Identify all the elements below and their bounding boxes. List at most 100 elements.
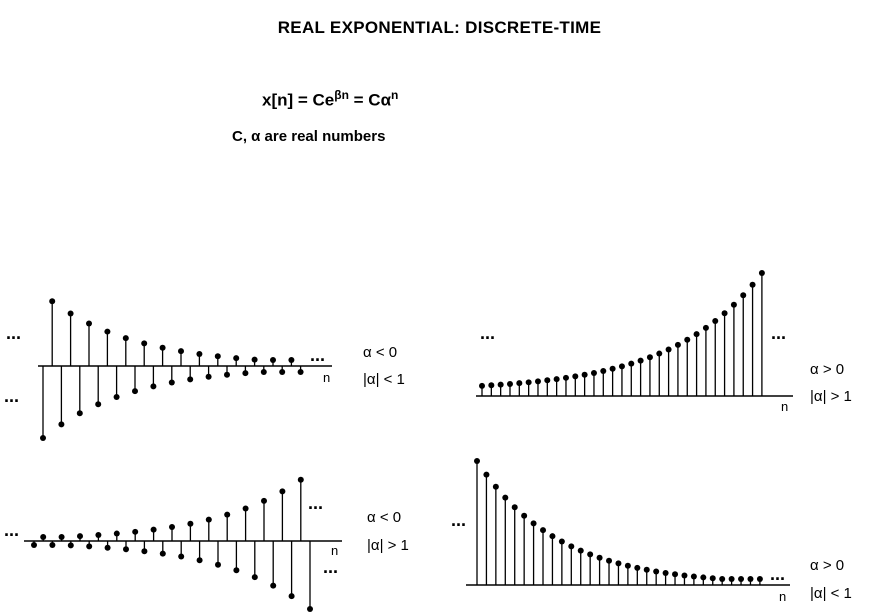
stem-sample-dot xyxy=(49,542,56,548)
stem-sample-dot xyxy=(506,380,513,387)
stem-sample-dot xyxy=(662,569,669,576)
diagram-title: REAL EXPONENTIAL: DISCRETE-TIME xyxy=(277,18,602,37)
condition-alpha-sign: α < 0 xyxy=(367,509,401,526)
ellipsis-left: ... xyxy=(480,323,495,343)
stem-sample-dot xyxy=(113,393,120,400)
stem-sample-dot xyxy=(233,355,240,362)
stem-sample-dot xyxy=(534,378,541,385)
stem-sample-dot xyxy=(653,568,660,575)
stem-sample-dot xyxy=(596,554,603,561)
axis-label-n: n xyxy=(323,370,330,385)
stem-sample-dot xyxy=(169,523,175,530)
stem-sample-dot xyxy=(242,505,249,512)
stem-sample-dot xyxy=(709,575,716,582)
stem-sample-dot xyxy=(260,369,267,375)
stem-sample-dot xyxy=(606,557,613,564)
stem-samples xyxy=(40,298,304,441)
stem-sample-dot xyxy=(540,527,547,534)
stem-sample-dot xyxy=(288,593,295,600)
stem-sample-dot xyxy=(178,553,185,560)
stem-sample-dot xyxy=(132,528,139,535)
stem-sample-dot xyxy=(297,476,304,483)
stem-sample-dot xyxy=(205,516,212,523)
stem-sample-dot xyxy=(730,301,737,308)
stem-sample-dot xyxy=(562,374,569,381)
stem-sample-dot xyxy=(187,520,194,527)
axis-label-n: n xyxy=(331,543,338,558)
stem-sample-dot xyxy=(233,567,240,574)
stem-sample-dot xyxy=(521,512,528,519)
stem-sample-dot xyxy=(758,270,765,276)
stem-sample-dot xyxy=(549,533,556,540)
stem-sample-dot xyxy=(123,546,129,553)
stem-sample-dot xyxy=(728,576,735,582)
ellipsis-right: ... xyxy=(770,564,785,584)
stem-sample-dot xyxy=(568,543,575,550)
stem-sample-dot xyxy=(693,331,700,338)
stem-sample-dot xyxy=(279,369,286,375)
stem-sample-dot xyxy=(104,328,111,335)
stem-sample-dot xyxy=(196,350,203,357)
stem-sample-dot xyxy=(590,369,597,376)
stem-sample-dot xyxy=(719,576,726,582)
stem-sample-dot xyxy=(684,336,691,343)
stem-sample-dot xyxy=(196,557,203,564)
ellipsis-upper-right: ... xyxy=(308,493,323,513)
stem-sample-dot xyxy=(214,353,221,360)
stem-sample-dot xyxy=(516,380,523,387)
stem-sample-dot xyxy=(690,573,697,580)
stem-sample-dot xyxy=(242,370,249,377)
stem-sample-dot xyxy=(656,350,663,357)
stem-sample-dot xyxy=(122,335,129,342)
panel-alt-decay: ... ... ... n α < 0 |α| < 1 xyxy=(4,298,405,441)
stem-sample-dot xyxy=(646,354,653,361)
stem-sample-dot xyxy=(261,497,267,504)
stem-sample-dot xyxy=(31,542,37,548)
formula-exponent-beta: βn xyxy=(334,88,349,102)
condition-alpha-magnitude: |α| > 1 xyxy=(367,537,409,554)
stem-sample-dot xyxy=(168,379,175,386)
stem-sample-dot xyxy=(681,572,688,579)
stem-sample-dot xyxy=(159,344,166,351)
stem-sample-dot xyxy=(530,520,537,527)
stem-sample-dot xyxy=(740,292,747,299)
stem-sample-dot xyxy=(747,576,754,582)
stem-sample-dot xyxy=(749,281,756,288)
ellipsis-lower-left: ... xyxy=(4,386,19,406)
stem-sample-dot xyxy=(159,550,166,557)
stem-sample-dot xyxy=(700,574,707,581)
stem-sample-dot xyxy=(483,471,490,478)
stem-sample-dot xyxy=(297,369,304,375)
stem-sample-dot xyxy=(178,348,184,355)
axis-label-n: n xyxy=(781,399,788,414)
stem-sample-dot xyxy=(40,534,47,540)
stem-sample-dot xyxy=(637,357,644,364)
stem-sample-dot xyxy=(712,317,719,324)
stem-sample-dot xyxy=(67,542,74,549)
stem-sample-dot xyxy=(77,533,83,540)
stem-sample-dot xyxy=(58,534,65,540)
stem-sample-dot xyxy=(553,376,560,383)
real-numbers-note: C, α are real numbers xyxy=(232,128,386,145)
ellipsis-upper-left: ... xyxy=(6,323,21,343)
ellipsis-left: ... xyxy=(4,520,19,540)
stem-sample-dot xyxy=(224,511,231,518)
stem-sample-dot xyxy=(502,494,509,501)
stem-sample-dot xyxy=(511,504,518,511)
stem-sample-dot xyxy=(95,531,102,538)
stem-sample-dot xyxy=(288,357,295,363)
stem-sample-dot xyxy=(279,488,286,495)
stem-sample-dot xyxy=(86,320,92,327)
stem-sample-dot xyxy=(270,582,277,589)
stem-sample-dot xyxy=(643,566,650,573)
stem-sample-dot xyxy=(76,410,83,417)
stem-sample-dot xyxy=(702,324,709,331)
ellipsis-right: ... xyxy=(310,345,325,365)
stem-sample-dot xyxy=(40,435,46,441)
stem-sample-dot xyxy=(497,381,504,388)
panel-growth: ... ... n α > 0 |α| > 1 xyxy=(476,270,852,414)
stem-sample-dot xyxy=(58,421,65,428)
stem-sample-dot xyxy=(251,356,258,363)
stem-sample-dot xyxy=(205,373,212,380)
stem-sample-dot xyxy=(628,360,635,367)
